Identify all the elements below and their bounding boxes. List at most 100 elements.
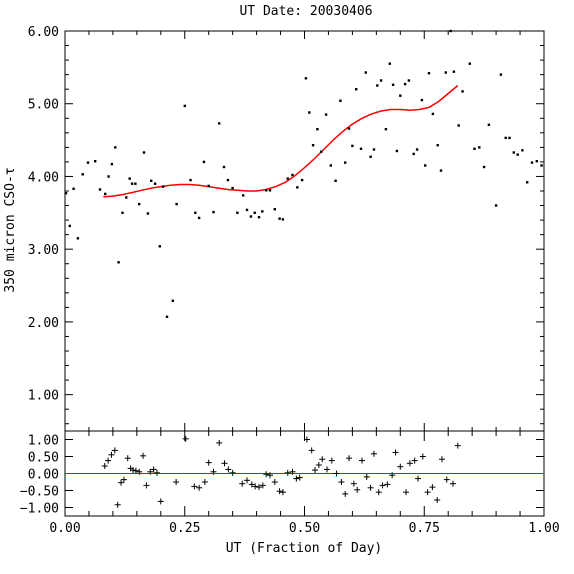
residual-cross — [191, 483, 198, 490]
tau-y-tick-label: 2.00 — [28, 316, 59, 331]
tau-point — [257, 216, 261, 219]
tau-point — [117, 261, 120, 264]
y-axis-label: 350 micron CSO-τ — [3, 167, 18, 292]
residual-cross — [143, 482, 150, 489]
tau-point — [540, 164, 543, 167]
x-tick-label: 0.25 — [169, 521, 200, 536]
tau-point — [72, 187, 75, 190]
tau-point — [194, 211, 197, 214]
residual-cross — [182, 435, 189, 442]
residual-cross — [130, 467, 137, 474]
residual-y-tick-label: 0.50 — [28, 451, 59, 466]
tau-point — [142, 151, 146, 154]
tau-point — [222, 165, 226, 169]
residual-cross — [415, 475, 422, 482]
tau-y-tick-label: 1.00 — [28, 389, 59, 404]
residual-cross — [105, 457, 112, 464]
residual-cross — [429, 484, 436, 491]
residual-points — [101, 435, 461, 508]
tau-y-tick-label: 4.00 — [28, 170, 59, 185]
residual-cross — [403, 489, 410, 496]
tau-point — [146, 212, 150, 215]
tau-point — [512, 151, 515, 154]
tau-point — [395, 149, 399, 153]
tau-point — [64, 192, 68, 195]
residual-cross — [252, 483, 259, 490]
tau-point — [261, 210, 264, 213]
residual-cross — [333, 470, 340, 477]
residual-cross — [239, 480, 246, 487]
tau-point — [165, 315, 169, 318]
residual-cross — [293, 475, 300, 482]
tau-point — [351, 144, 354, 148]
tau-point — [444, 71, 447, 74]
tau-point — [125, 196, 128, 199]
tau-point — [189, 178, 192, 182]
tau-point — [268, 189, 272, 192]
tau-point — [457, 124, 460, 127]
tau-point — [487, 123, 491, 126]
residual-cross — [124, 455, 131, 462]
tau-point — [535, 160, 538, 163]
tau-point — [245, 208, 249, 212]
tau-point — [134, 182, 137, 185]
x-tick-label: 0.75 — [409, 521, 440, 536]
tau-point — [407, 79, 411, 82]
tau-point — [399, 94, 402, 97]
residual-y-tick-label: −0.50 — [20, 485, 59, 500]
tau-point — [521, 149, 524, 152]
tau-point — [304, 77, 308, 80]
residual-cross — [319, 456, 326, 463]
residual-cross — [406, 460, 413, 467]
residual-cross — [111, 447, 118, 454]
residual-cross — [289, 468, 296, 475]
tau-point — [273, 208, 276, 211]
residual-cross — [397, 463, 404, 470]
tau-point — [104, 192, 107, 196]
tau-point — [249, 215, 253, 218]
tau-point — [324, 113, 328, 116]
residual-cross — [350, 480, 357, 487]
residual-cross — [434, 497, 441, 504]
tau-point — [369, 155, 372, 158]
tau-point — [516, 153, 519, 156]
residual-cross — [147, 468, 154, 475]
tau-point — [504, 136, 507, 140]
residual-cross — [358, 457, 365, 464]
residual-cross — [108, 451, 115, 458]
tau-y-tick-label: 3.00 — [28, 243, 59, 258]
tau-data-points — [64, 29, 543, 318]
tau-point — [508, 136, 511, 140]
tau-point — [107, 175, 110, 178]
residual-cross — [443, 476, 450, 483]
tau-point — [364, 71, 367, 74]
residual-cross — [367, 484, 374, 491]
tau-point — [226, 178, 230, 182]
tau-point — [110, 162, 114, 166]
tau-point — [171, 299, 174, 302]
tau-point — [420, 98, 424, 102]
tau-plot-frame — [64, 30, 545, 432]
residual-cross — [454, 442, 461, 449]
tau-point — [403, 82, 407, 86]
tau-point — [281, 218, 285, 221]
tau-point — [153, 182, 157, 185]
tau-y-ticks: 1.00 2.00 3.00 4.00 5.00 6.00 — [28, 25, 545, 431]
residual-cross — [157, 498, 164, 505]
tau-point — [482, 165, 486, 169]
tau-point — [344, 161, 347, 164]
tau-point — [468, 62, 471, 65]
tau-point — [114, 146, 117, 149]
tau-point — [94, 160, 97, 163]
x-tick-label: 0.00 — [49, 521, 80, 536]
tau-point — [130, 182, 134, 185]
chart-title: UT Date: 20030406 — [239, 4, 372, 19]
tau-point — [286, 177, 289, 180]
tau-point — [415, 148, 419, 151]
tau-point — [478, 146, 481, 149]
tau-point — [316, 128, 319, 131]
tau-point — [494, 204, 498, 207]
residual-cross — [370, 450, 377, 457]
x-tick-label: 0.50 — [289, 521, 320, 536]
